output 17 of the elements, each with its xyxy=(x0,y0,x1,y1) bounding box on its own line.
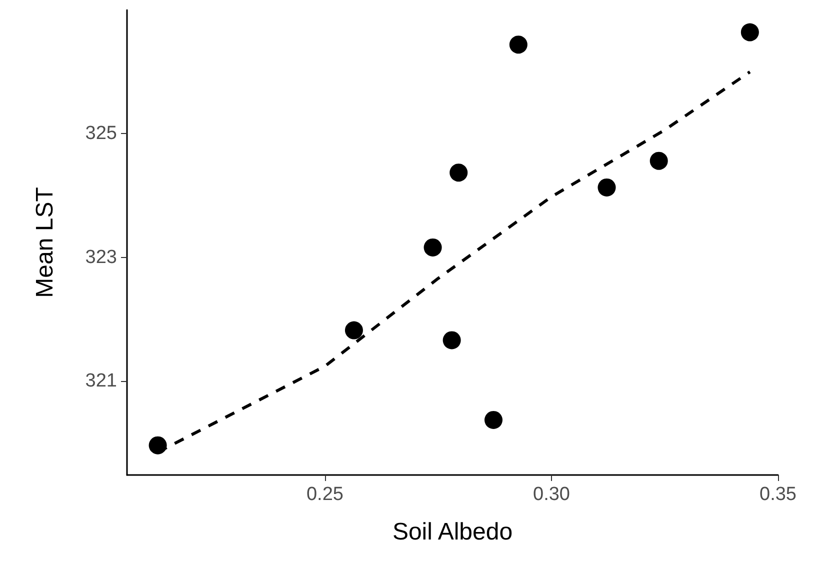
point xyxy=(442,331,461,350)
point xyxy=(344,321,363,340)
y-tick-label: 321 xyxy=(85,370,117,392)
x-tick-label: 0.30 xyxy=(532,484,570,505)
x-axis-title: Soil Albedo xyxy=(392,518,513,546)
point xyxy=(450,164,468,182)
point xyxy=(740,23,759,42)
x-tick-label: 0.25 xyxy=(306,484,344,505)
y-tick-label: 325 xyxy=(85,123,117,144)
point xyxy=(598,178,616,196)
point xyxy=(509,36,528,54)
y-axis-title: Mean LST xyxy=(32,186,58,298)
y-tick-label: 323 xyxy=(85,246,117,268)
point xyxy=(424,238,442,256)
point xyxy=(484,410,502,429)
point xyxy=(650,152,668,170)
x-tick-label: 0.35 xyxy=(760,484,796,505)
